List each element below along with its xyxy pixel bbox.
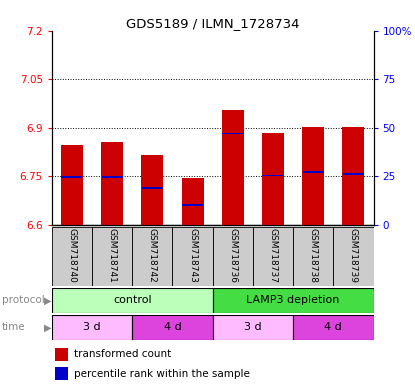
Text: 4 d: 4 d [164,322,181,333]
Text: ▶: ▶ [44,322,51,333]
Text: GSM718736: GSM718736 [228,228,237,283]
Bar [55,348,68,361]
Text: 4 d: 4 d [325,322,342,333]
Bar [293,227,333,286]
Bar [263,175,283,177]
Bar [213,288,374,313]
Bar [303,171,324,173]
Text: GSM718741: GSM718741 [107,228,117,283]
Bar [142,155,164,225]
Title: GDS5189 / ILMN_1728734: GDS5189 / ILMN_1728734 [126,17,300,30]
Text: GSM718739: GSM718739 [349,228,358,283]
Bar [343,172,364,175]
Bar [142,187,163,189]
Text: 3 d: 3 d [244,322,262,333]
Text: GSM718740: GSM718740 [68,228,76,283]
Bar [262,134,284,225]
Bar [52,315,132,340]
Text: transformed count: transformed count [74,349,172,359]
Text: GSM718737: GSM718737 [269,228,278,283]
Bar [52,227,92,286]
Bar [181,178,204,225]
Bar [132,227,173,286]
Text: control: control [113,295,151,306]
Bar [61,176,83,178]
Text: protocol: protocol [2,295,45,306]
Text: GSM718738: GSM718738 [309,228,318,283]
Bar [293,315,374,340]
Bar [302,127,324,225]
Text: LAMP3 depletion: LAMP3 depletion [247,295,340,306]
Text: GSM718742: GSM718742 [148,228,157,283]
Text: percentile rank within the sample: percentile rank within the sample [74,369,250,379]
Bar [92,227,132,286]
Text: time: time [2,322,26,333]
Bar [101,142,123,225]
Bar [102,176,123,178]
Bar [222,110,244,225]
Bar [253,227,293,286]
Bar [61,146,83,225]
Bar [55,367,68,380]
Bar [342,127,364,225]
Text: ▶: ▶ [44,295,51,306]
Text: GSM718743: GSM718743 [188,228,197,283]
Bar [222,132,243,134]
Bar [213,227,253,286]
Bar [213,315,293,340]
Bar [52,288,213,313]
Text: 3 d: 3 d [83,322,101,333]
Bar [132,315,213,340]
Bar [182,204,203,205]
Bar [333,227,374,286]
Bar [173,227,213,286]
